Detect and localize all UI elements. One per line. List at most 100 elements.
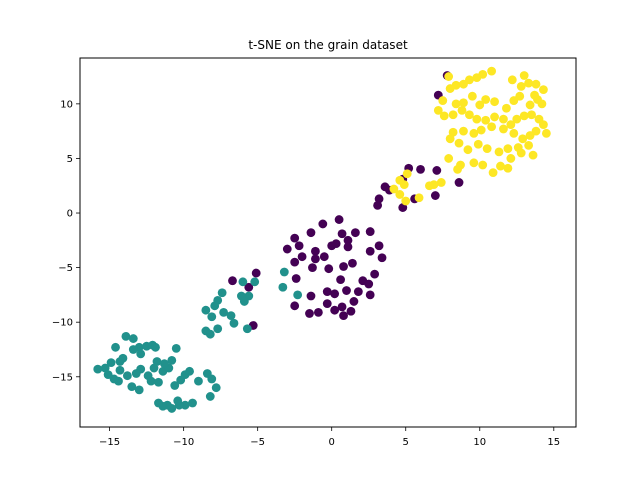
data-point [445, 84, 455, 93]
data-point [524, 78, 534, 88]
data-point [374, 241, 384, 251]
data-point [282, 244, 292, 254]
plot-frame [79, 57, 577, 428]
data-point [322, 287, 332, 297]
data-point [251, 268, 261, 278]
data-point [509, 96, 519, 105]
data-point [539, 120, 548, 129]
x-tick-label: −15 [99, 437, 120, 448]
data-point [524, 140, 534, 150]
data-point [290, 233, 300, 243]
data-point [506, 120, 516, 129]
data-point [490, 112, 499, 122]
data-point [473, 139, 483, 149]
data-point [401, 196, 411, 206]
data-point [217, 288, 227, 298]
data-point [229, 318, 239, 328]
x-tick-label: 10 [473, 437, 486, 448]
data-point [475, 100, 485, 110]
data-point [331, 239, 341, 248]
data-point [516, 148, 526, 158]
x-axis: −15 −10 −5 0 5 10 15 [99, 427, 560, 448]
y-tick-label: 10 [60, 99, 73, 110]
data-point [207, 312, 217, 322]
data-point [311, 254, 320, 264]
data-point [490, 97, 499, 107]
data-point [364, 279, 374, 289]
data-point [337, 302, 347, 312]
data-point [444, 72, 454, 81]
data-point [173, 396, 183, 406]
data-point [349, 297, 359, 306]
data-point [463, 145, 473, 155]
data-point [293, 290, 303, 300]
data-point [170, 381, 180, 390]
data-point [311, 246, 320, 256]
x-tick-label: 0 [329, 437, 335, 448]
data-point [459, 79, 468, 89]
data-point [121, 331, 131, 341]
data-point [503, 144, 513, 154]
data-point [346, 306, 356, 316]
data-point [502, 103, 511, 113]
data-point [239, 297, 249, 306]
data-point [294, 241, 304, 251]
data-point [539, 85, 548, 95]
data-point [433, 106, 443, 115]
data-point [430, 191, 440, 200]
data-point [152, 357, 162, 366]
data-point [290, 257, 300, 267]
data-point [100, 363, 110, 373]
data-point [445, 134, 455, 144]
data-point [478, 160, 488, 170]
data-point [306, 291, 316, 301]
data-point [250, 277, 260, 287]
data-point [518, 134, 528, 144]
data-point [509, 128, 519, 138]
data-point [210, 301, 220, 311]
data-point [525, 100, 535, 110]
data-point [467, 91, 477, 101]
data-point [154, 398, 163, 408]
data-point [496, 161, 505, 171]
data-point [207, 374, 217, 384]
data-point [541, 128, 551, 138]
data-point [373, 200, 382, 210]
data-point [330, 289, 340, 299]
data-point [324, 264, 334, 274]
data-point [503, 163, 513, 173]
data-point [291, 274, 301, 283]
data-point [451, 99, 461, 109]
data-point [494, 147, 504, 157]
data-point [365, 227, 375, 236]
data-point [306, 228, 316, 238]
data-point [167, 356, 177, 365]
data-point [339, 311, 348, 321]
data-point [481, 95, 491, 104]
y-tick-label: −15 [52, 372, 73, 383]
data-point [377, 253, 387, 263]
data-point [339, 262, 348, 271]
data-point [205, 329, 215, 339]
data-point [313, 307, 323, 317]
data-point [127, 382, 137, 392]
data-point [322, 299, 332, 309]
data-point [444, 154, 454, 163]
y-tick-label: 5 [67, 154, 73, 165]
data-point [438, 96, 448, 105]
data-point [531, 79, 541, 89]
data-point [342, 286, 351, 295]
data-point [499, 114, 508, 124]
data-point [459, 126, 468, 136]
data-point [416, 164, 425, 174]
data-point [128, 345, 138, 354]
data-point [488, 168, 498, 178]
data-point [122, 371, 132, 381]
y-axis: −15 −10 −5 0 5 10 [52, 99, 80, 383]
data-point [472, 73, 482, 83]
data-point [228, 276, 237, 286]
data-point [448, 110, 458, 120]
data-point [154, 377, 163, 387]
